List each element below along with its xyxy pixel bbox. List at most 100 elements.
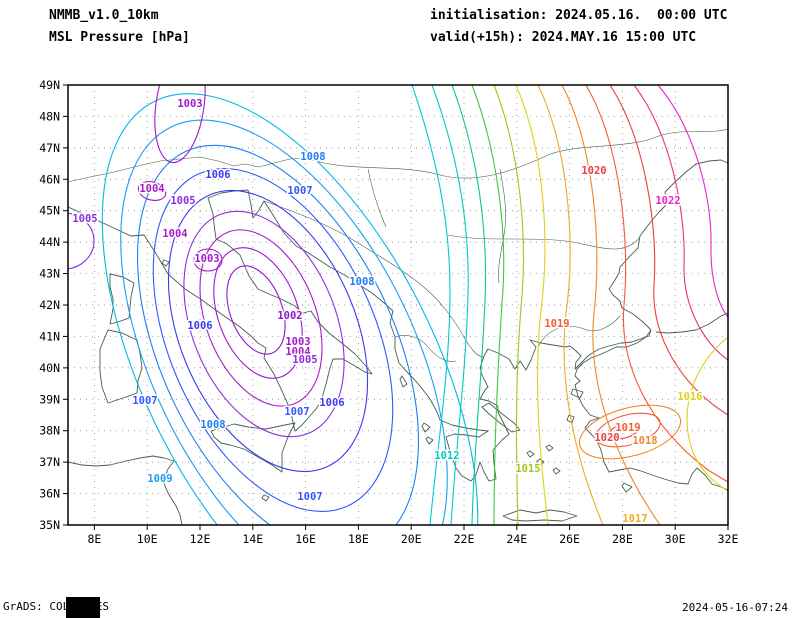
isobar-1015: [493, 85, 524, 525]
isobar-value-label: 1007: [297, 491, 322, 503]
isobar-1019: [585, 85, 728, 483]
isobar-1016: [515, 85, 549, 525]
isobar-1014: [471, 85, 505, 525]
isobar-1022: [657, 85, 728, 318]
isobar-value-label: 1005: [72, 213, 97, 225]
lon-tick-label: 16E: [295, 532, 316, 546]
coastline-turkey-north: [655, 312, 728, 334]
isobar-value-label: 1007: [132, 395, 157, 407]
isobar-1004: [199, 229, 323, 407]
lat-tick-label: 48N: [39, 109, 60, 123]
coastline-adriatic-greece: [247, 189, 652, 482]
coastlines-and-borders: [68, 128, 728, 525]
coastline-tunisia: [68, 455, 183, 525]
field-title: MSL Pressure [hPa]: [49, 30, 190, 45]
coastline-crete: [502, 509, 578, 522]
isobar-value-label: 1005: [292, 354, 317, 366]
isobar-value-label: 1016: [677, 391, 702, 403]
coastline-euboea: [481, 402, 521, 433]
lat-tick-label: 35N: [39, 518, 60, 532]
isobar-value-label: 1004: [285, 346, 310, 358]
lat-tick-label: 44N: [39, 235, 60, 249]
isobar-value-label: 1020: [581, 165, 606, 177]
isobar-1020: [608, 422, 640, 440]
lat-tick-label: 37N: [39, 455, 60, 469]
isobar-value-label: 1007: [287, 185, 312, 197]
isobar-1018: [578, 404, 682, 460]
isobar-value-label: 1008: [200, 419, 225, 431]
coastline-sicily: [210, 422, 296, 473]
isobar-value-label: 1008: [300, 151, 325, 163]
coastline-italy: [68, 189, 373, 432]
isobar-value-label: 1002: [277, 310, 302, 322]
isobar-1006: [167, 189, 369, 473]
isobar-1002: [226, 265, 286, 355]
lon-tick-label: 10E: [137, 532, 158, 546]
isobar-1017: [537, 85, 604, 525]
lat-tick-label: 38N: [39, 424, 60, 438]
isobar-1003: [213, 247, 303, 379]
isobar-value-label: 1004: [139, 183, 164, 195]
country-borders: [68, 128, 728, 362]
isobar-value-label: 1006: [205, 169, 230, 181]
isobar-value-label: 1005: [170, 195, 195, 207]
isobar-value-label: 1022: [655, 195, 680, 207]
isobar-contours: [68, 85, 728, 525]
valid-time: valid(+15h): 2024.MAY.16 15:00 UTC: [430, 30, 697, 45]
isobar-1010: [101, 93, 479, 525]
isobar-value-label: 1003: [177, 98, 202, 110]
isobar-1009: [120, 119, 448, 525]
isobar-1005: [68, 212, 95, 270]
generation-timestamp: 2024-05-16-07:24: [682, 601, 788, 614]
initialisation-time: initialisation: 2024.05.16. 00:00 UTC: [430, 8, 728, 23]
isobar-1003: [154, 85, 206, 164]
isobar-1013: [451, 85, 487, 525]
lon-tick-label: 12E: [190, 532, 211, 546]
isobar-value-label: 1006: [319, 397, 344, 409]
lat-tick-label: 43N: [39, 267, 60, 281]
lon-tick-label: 22E: [454, 532, 475, 546]
isobar-value-label: 1017: [622, 513, 647, 525]
lon-tick-label: 32E: [718, 532, 739, 546]
coastline-small-islands: [161, 259, 633, 502]
lon-tick-label: 18E: [348, 532, 369, 546]
coastline-corsica: [109, 273, 135, 325]
lat-tick-label: 49N: [39, 78, 60, 92]
isobar-value-label: 1004: [162, 228, 187, 240]
isobar-value-label: 1012: [434, 450, 459, 462]
lon-tick-label: 8E: [87, 532, 101, 546]
axis-tick-labels: 8E 10E 12E 14E 16E 18E 20E 22E 24E 26E 28E 30E 32E 49…: [39, 78, 738, 546]
isobar-value-label: 1019: [615, 422, 640, 434]
isobar-1005: [183, 210, 345, 438]
grads-logo-box: [66, 597, 100, 618]
isobar-value-label: 1020: [594, 432, 619, 444]
isobar-value-label: 1003: [285, 336, 310, 348]
isobar-value-label: 1015: [515, 463, 540, 475]
isobar-1016: [686, 336, 728, 492]
coastline-sardinia: [99, 329, 143, 404]
isobar-value-label: 1019: [544, 318, 569, 330]
lon-tick-label: 24E: [506, 532, 527, 546]
lon-tick-label: 30E: [665, 532, 686, 546]
lon-tick-label: 14E: [242, 532, 263, 546]
lat-tick-label: 41N: [39, 329, 60, 343]
lat-tick-label: 45N: [39, 204, 60, 218]
isobar-1012: [431, 85, 469, 525]
lat-tick-label: 36N: [39, 487, 60, 501]
isobar-value-label: 1003: [194, 253, 219, 265]
isobar-1021: [633, 85, 728, 361]
isobar-1004: [137, 181, 167, 201]
isobar-value-label: 1006: [187, 320, 212, 332]
isobar-1007: [152, 167, 394, 513]
isobar-value-label: 1009: [147, 473, 172, 485]
isobar-1011: [411, 85, 451, 525]
isobar-1020: [609, 85, 728, 416]
lat-tick-label: 47N: [39, 141, 60, 155]
lon-tick-label: 26E: [559, 532, 580, 546]
isobar-value-label: 1018: [632, 435, 657, 447]
lat-tick-label: 39N: [39, 392, 60, 406]
lon-tick-label: 28E: [612, 532, 633, 546]
isobar-value-label: 1008: [349, 276, 374, 288]
